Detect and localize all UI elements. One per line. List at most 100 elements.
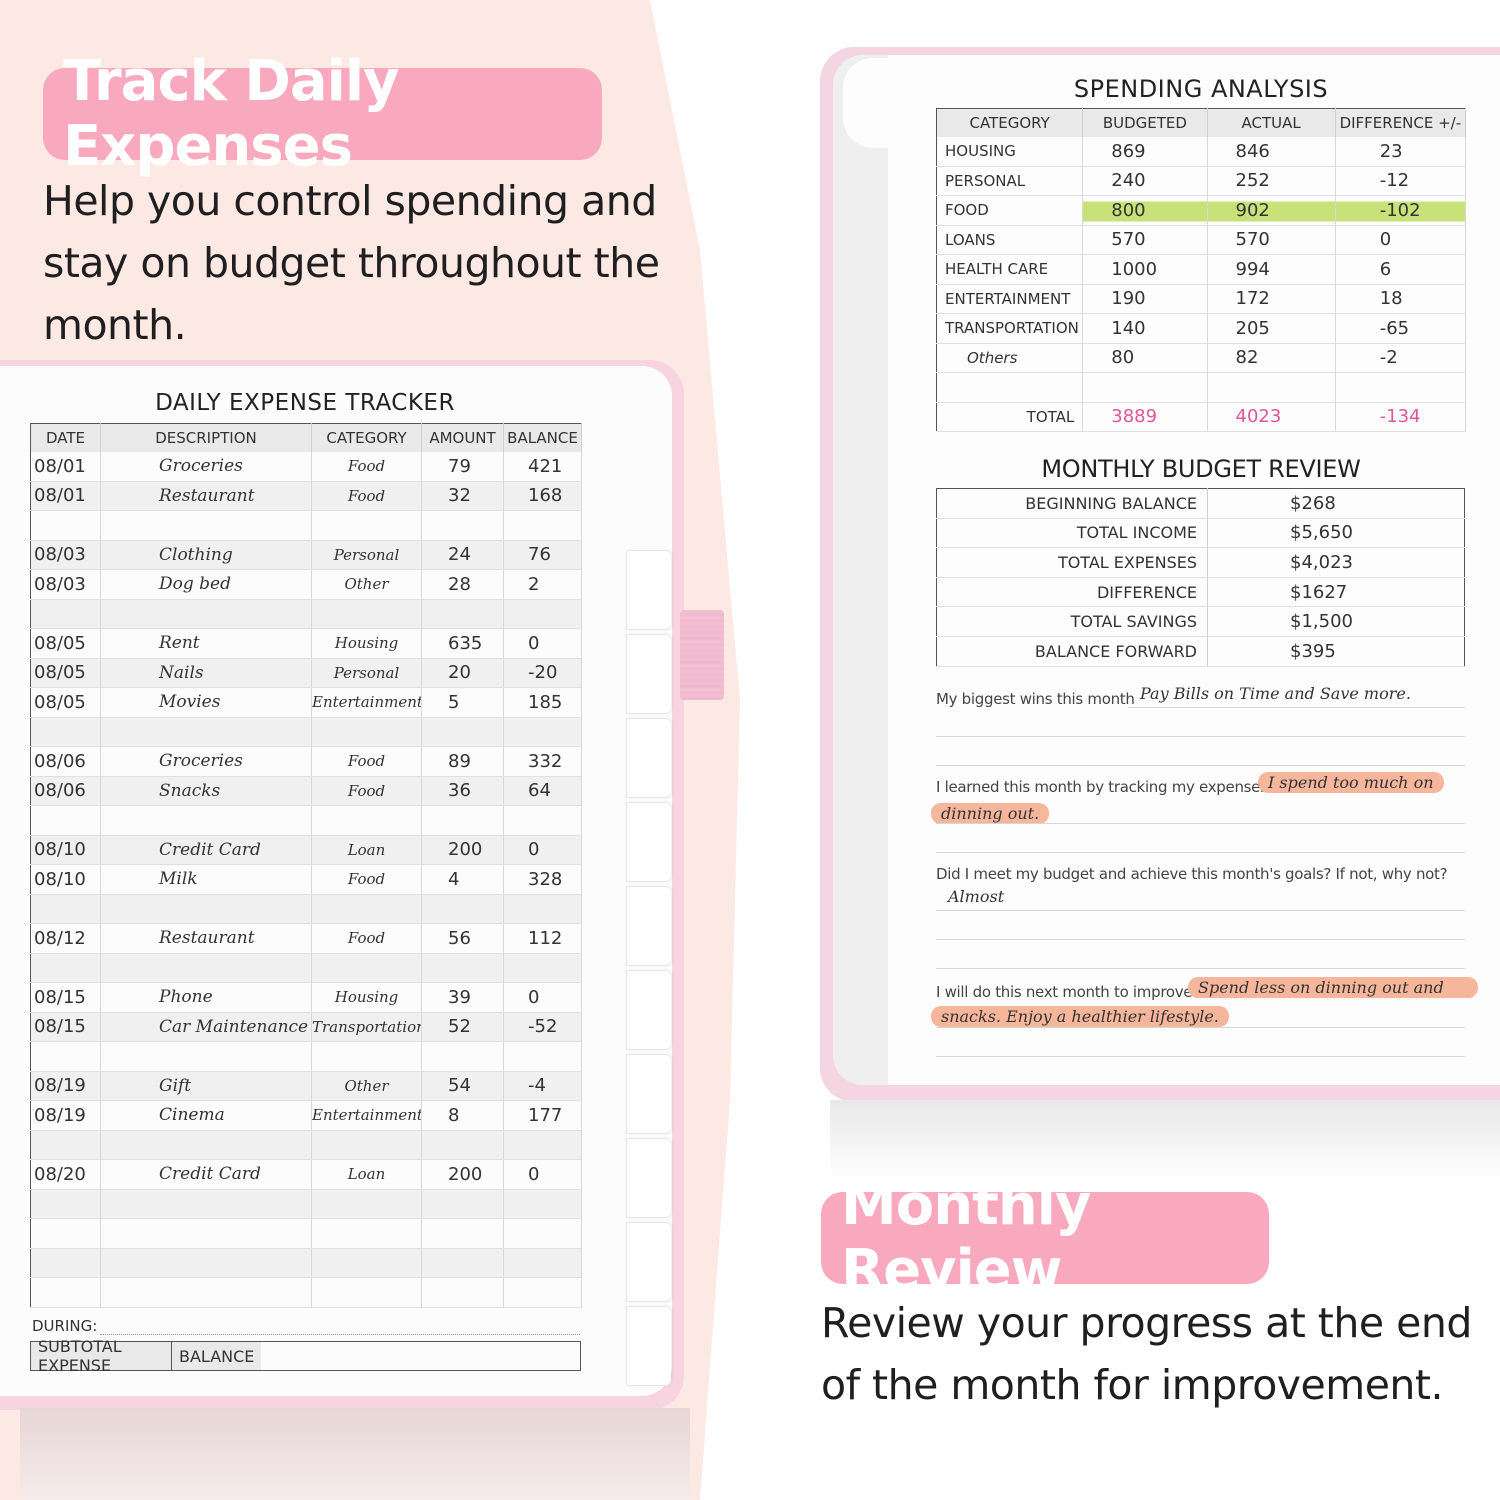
date-cell — [30, 894, 101, 924]
subtotal-label: SUBTOTAL EXPENSE — [31, 1337, 171, 1375]
description-cell — [100, 1277, 312, 1308]
date-cell: 08/10 — [30, 835, 101, 865]
page-tab — [626, 634, 671, 714]
review-value: $268 — [1207, 488, 1465, 519]
date-cell: 08/06 — [30, 746, 101, 777]
date-cell — [30, 805, 101, 836]
learned-label: I learned this month by tracking my expe… — [936, 778, 1268, 796]
category-cell: Personal — [311, 540, 422, 570]
balance-cell: -4 — [503, 1071, 582, 1101]
amount-cell: 4 — [421, 864, 504, 895]
description-cell — [100, 1130, 312, 1160]
improve-answer-line1: Spend less on dinning out and — [1188, 977, 1478, 998]
actual-cell: 570 — [1207, 225, 1336, 255]
analysis-row: ENTERTAINMENT 190 172 18 — [936, 284, 1467, 314]
analysis-row — [936, 372, 1467, 403]
balance-cell — [503, 894, 582, 924]
date-cell: 08/01 — [30, 452, 101, 482]
category-cell: Other — [311, 1071, 422, 1101]
tracker-row — [30, 717, 582, 747]
description-cell: Snacks — [100, 776, 312, 806]
description-cell: Clothing — [100, 540, 312, 570]
met-budget-label: Did I meet my budget and achieve this mo… — [936, 865, 1448, 883]
review-value: $1,500 — [1207, 606, 1465, 637]
balance-cell: 0 — [503, 835, 582, 865]
review-row: BEGINNING BALANCE $268 — [936, 488, 1465, 519]
analysis-header-row: CATEGORY BUDGETED ACTUAL DIFFERENCE +/- — [936, 108, 1467, 137]
analysis-total-row: TOTAL 3889 4023 -134 — [936, 401, 1467, 432]
category-cell: Housing — [311, 982, 422, 1013]
balance-cell — [503, 1277, 582, 1308]
review-value: $395 — [1207, 636, 1465, 667]
actual-cell: 82 — [1207, 343, 1336, 373]
amount-cell — [421, 894, 504, 924]
tracker-row — [30, 1130, 582, 1160]
category-cell: HOUSING — [936, 137, 1084, 167]
tracker-row — [30, 894, 582, 924]
category-cell: LOANS — [936, 225, 1084, 255]
tracker-row: 08/05 Nails Personal 20 -20 — [30, 658, 582, 688]
analysis-row: LOANS 570 570 0 — [936, 225, 1467, 255]
date-cell — [30, 599, 101, 629]
track-expenses-tagline: Help you control spending and stay on bu… — [43, 177, 660, 349]
page-tab — [626, 1054, 671, 1134]
balance-cell: BALANCE — [172, 1342, 580, 1370]
amount-cell — [421, 953, 504, 983]
analysis-row: PERSONAL 240 252 -12 — [936, 166, 1467, 196]
date-cell — [30, 1248, 101, 1278]
difference-cell: 6 — [1335, 254, 1467, 285]
review-label: DIFFERENCE — [936, 577, 1208, 608]
page-tab — [626, 550, 671, 630]
highlighted-answer: snacks. Enjoy a healthier lifestyle. — [931, 1006, 1229, 1027]
tracker-row — [30, 1248, 582, 1278]
description-cell: Restaurant — [100, 923, 312, 954]
description-cell — [100, 717, 312, 747]
header-balance: BALANCE — [503, 423, 582, 452]
category-cell: HEALTH CARE — [936, 254, 1084, 285]
balance-cell: 177 — [503, 1100, 582, 1131]
budgeted-cell: 800 — [1082, 195, 1208, 226]
analysis-row: HOUSING 869 846 23 — [936, 137, 1467, 167]
tracker-row: 08/06 Snacks Food 36 64 — [30, 776, 582, 806]
actual-cell: 205 — [1207, 313, 1336, 344]
page-corner — [843, 58, 903, 148]
page-tab — [626, 1138, 671, 1218]
tracker-row — [30, 1218, 582, 1249]
spending-analysis-title: SPENDING ANALYSIS — [1073, 75, 1329, 103]
amount-cell: 8 — [421, 1100, 504, 1131]
category-cell: Personal — [311, 658, 422, 688]
date-cell: 08/05 — [30, 658, 101, 688]
tracker-row: 08/10 Milk Food 4 328 — [30, 864, 582, 895]
category-cell: FOOD — [936, 195, 1084, 226]
amount-cell: 635 — [421, 628, 504, 659]
amount-cell: 200 — [421, 835, 504, 865]
page-tab — [626, 802, 671, 882]
category-cell — [311, 894, 422, 924]
elastic-band — [680, 610, 724, 700]
tracker-row — [30, 953, 582, 983]
amount-cell — [421, 510, 504, 541]
total-label: TOTAL — [936, 401, 1084, 432]
date-cell: 08/19 — [30, 1100, 101, 1131]
actual-cell: 252 — [1207, 166, 1336, 196]
amount-cell: 56 — [421, 923, 504, 954]
answer-line — [936, 1056, 1465, 1057]
category-cell — [311, 1130, 422, 1160]
difference-cell: 18 — [1335, 284, 1467, 314]
amount-cell — [421, 1041, 504, 1072]
description-cell — [100, 599, 312, 629]
amount-cell: 79 — [421, 452, 504, 482]
page-tab — [626, 886, 671, 966]
learned-answer-line1: I spend too much on — [1258, 772, 1444, 793]
balance-label: BALANCE — [172, 1342, 262, 1370]
budgeted-cell: 869 — [1082, 137, 1208, 167]
tracker-row: 08/20 Credit Card Loan 200 0 — [30, 1159, 582, 1190]
category-cell: Food — [311, 452, 422, 482]
balance-cell: 0 — [503, 1159, 582, 1190]
description-cell: Phone — [100, 982, 312, 1013]
description-cell: Gift — [100, 1071, 312, 1101]
category-cell: Food — [311, 923, 422, 954]
budgeted-cell: 1000 — [1082, 254, 1208, 285]
review-label: TOTAL EXPENSES — [936, 547, 1208, 578]
category-cell: Food — [311, 746, 422, 777]
